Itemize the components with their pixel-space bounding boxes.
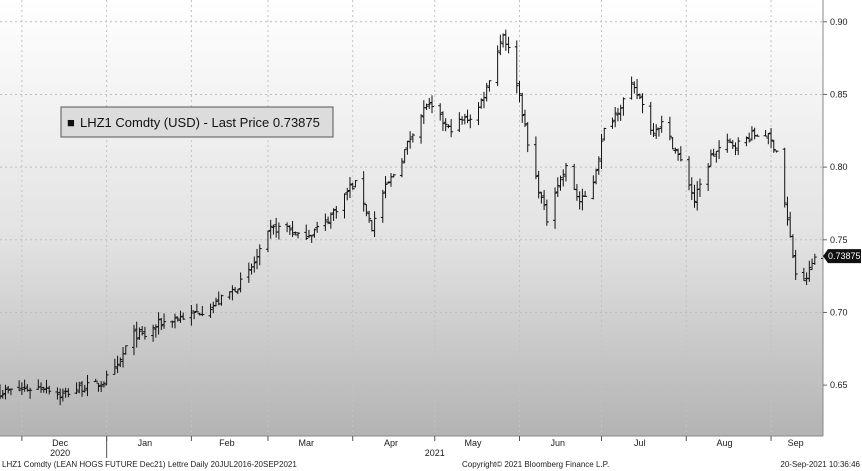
x-year-label: 2021 — [425, 448, 445, 458]
legend-box — [60, 106, 334, 138]
y-tick-label: 0.80 — [830, 162, 848, 172]
y-tick-label: 0.75 — [830, 235, 848, 245]
x-month-label: Jul — [634, 438, 646, 448]
y-axis: 0.65 0.70 0.75 0.80 0.85 0.90 — [823, 17, 848, 390]
footer: LHZ1 Comdty (LEAN HOGS FUTURE Dec21) Let… — [2, 460, 861, 469]
x-month-label: May — [465, 438, 483, 448]
y-tick-label: 0.70 — [830, 307, 848, 317]
x-month-label: Aug — [717, 438, 733, 448]
last-price-tag: 0.73875 — [823, 249, 861, 264]
x-month-label: Dec — [52, 438, 69, 448]
x-axis: Dec Jan Feb Mar Apr May Jun Jul Aug Sep 2020 2021 — [21, 436, 804, 458]
x-month-label: Apr — [384, 438, 398, 448]
grid — [0, 0, 823, 436]
legend-marker: ■ — [67, 115, 75, 130]
x-year-label: 2020 — [50, 448, 70, 458]
y-tick-label: 0.90 — [830, 17, 848, 27]
legend: ■ LHZ1 Comdty (USD) - Last Price 0.73875 — [60, 106, 334, 138]
last-price-tag-label: 0.73875 — [828, 251, 861, 261]
price-series — [0, 29, 825, 406]
footer-right: 20-Sep-2021 10:36:46 — [780, 460, 860, 469]
last-price-tag-shape — [823, 249, 861, 264]
y-tick-label: 0.65 — [830, 380, 848, 390]
x-month-label: Jun — [551, 438, 566, 448]
plot-background — [0, 0, 823, 436]
legend-label: LHZ1 Comdty (USD) - Last Price 0.73875 — [80, 115, 320, 130]
footer-left: LHZ1 Comdty (LEAN HOGS FUTURE Dec21) Let… — [2, 460, 297, 469]
x-month-label: Feb — [219, 438, 235, 448]
footer-center: Copyright© 2021 Bloomberg Finance L.P. — [462, 460, 609, 469]
y-tick-label: 0.85 — [830, 89, 848, 99]
x-month-label: Mar — [298, 438, 314, 448]
x-month-label: Jan — [138, 438, 153, 448]
x-month-label: Sep — [788, 438, 804, 448]
